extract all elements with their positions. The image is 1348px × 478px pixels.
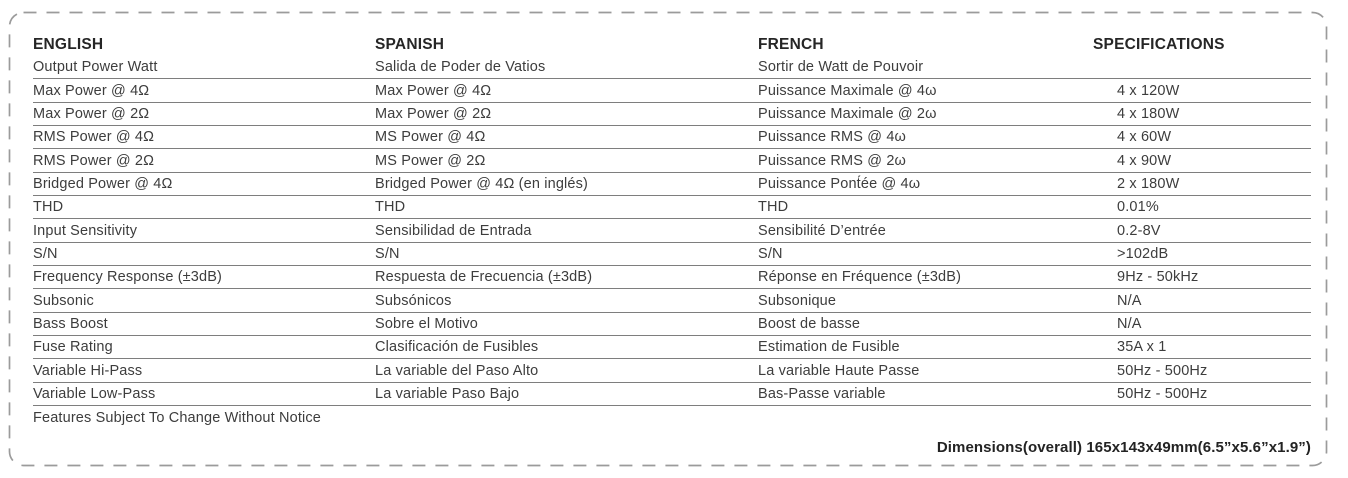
cell-french: Réponse en Fréquence (±3dB) — [758, 269, 962, 286]
cell-spanish: Sensibilidad de Entrada — [375, 222, 532, 239]
cell-spanish: Sobre el Motivo — [375, 315, 478, 332]
cell-spanish: Salida de Poder de Vatios — [375, 59, 546, 76]
cell-french: Puissance Maximale @ 4ω — [758, 82, 937, 99]
table-header-row: ENGLISH SPANISH FRENCH SPECIFICATIONS — [33, 37, 1311, 56]
cell-spanish: S/N — [375, 245, 400, 262]
cell-english: Input Sensitivity — [33, 222, 138, 239]
cell-french: Puissance Maximale @ 2ω — [758, 105, 937, 122]
table-body: Output Power Watt Salida de Poder de Vat… — [33, 56, 1311, 407]
cell-french: S/N — [758, 245, 783, 262]
cell-french: Boost de basse — [758, 315, 861, 332]
cell-spec-value: 0.2-8V — [1117, 222, 1161, 239]
table-row: Bridged Power @ 4Ω Bridged Power @ 4Ω (e… — [33, 173, 1311, 197]
header-french: FRENCH — [758, 36, 824, 53]
cell-spanish: MS Power @ 4Ω — [375, 129, 486, 146]
cell-spec-value: >102dB — [1117, 245, 1169, 262]
cell-french: Puissance RMS @ 4ω — [758, 129, 907, 146]
cell-french: Sensibilité D’entrée — [758, 222, 886, 239]
cell-french: Puissance Pont́ée @ 4ω — [758, 175, 921, 192]
cell-spanish: Bridged Power @ 4Ω (en inglés) — [375, 175, 589, 192]
header-specifications: SPECIFICATIONS — [1093, 36, 1225, 53]
cell-spec-value: N/A — [1117, 315, 1142, 332]
cell-english: Subsonic — [33, 292, 94, 309]
cell-english: Variable Low-Pass — [33, 385, 156, 402]
cell-spanish: Max Power @ 4Ω — [375, 82, 492, 99]
cell-spanish: Max Power @ 2Ω — [375, 105, 492, 122]
cell-english: Bass Boost — [33, 315, 108, 332]
cell-english: S/N — [33, 245, 58, 262]
cell-french: Estimation de Fusible — [758, 339, 900, 356]
table-row: RMS Power @ 2Ω MS Power @ 2Ω Puissance R… — [33, 149, 1311, 173]
cell-english: Fuse Rating — [33, 339, 113, 356]
cell-english: Max Power @ 2Ω — [33, 105, 150, 122]
table-row: Output Power Watt Salida de Poder de Vat… — [33, 56, 1311, 80]
cell-english: RMS Power @ 2Ω — [33, 152, 155, 169]
cell-english: RMS Power @ 4Ω — [33, 129, 155, 146]
cell-spanish: Respuesta de Frecuencia (±3dB) — [375, 269, 593, 286]
table-row: RMS Power @ 4Ω MS Power @ 4Ω Puissance R… — [33, 126, 1311, 150]
cell-english: Frequency Response (±3dB) — [33, 269, 223, 286]
cell-spec-value: 50Hz - 500Hz — [1117, 385, 1208, 402]
cell-french: La variable Haute Passe — [758, 362, 920, 379]
cell-spec-value: 50Hz - 500Hz — [1117, 362, 1208, 379]
cell-english: Max Power @ 4Ω — [33, 82, 150, 99]
table-row: Subsonic Subsónicos Subsonique N/A — [33, 289, 1311, 313]
table-row: S/N S/N S/N >102dB — [33, 243, 1311, 267]
cell-spanish: La variable del Paso Alto — [375, 362, 539, 379]
cell-english: THD — [33, 199, 64, 216]
cell-spec-value: 4 x 120W — [1117, 82, 1180, 99]
cell-spanish: Clasificación de Fusibles — [375, 339, 539, 356]
table-row: Variable Low-Pass La variable Paso Bajo … — [33, 383, 1311, 407]
notice-text: Features Subject To Change Without Notic… — [33, 410, 321, 427]
cell-spec-value: 2 x 180W — [1117, 175, 1180, 192]
cell-english: Output Power Watt — [33, 59, 158, 76]
cell-french: Subsonique — [758, 292, 837, 309]
dimensions-text: Dimensions(overall) 165x143x49mm(6.5”x5.… — [936, 439, 1311, 457]
table-row: Frequency Response (±3dB) Respuesta de F… — [33, 266, 1311, 290]
table-row: Input Sensitivity Sensibilidad de Entrad… — [33, 219, 1311, 243]
cell-spanish: Subsónicos — [375, 292, 452, 309]
cell-english: Bridged Power @ 4Ω — [33, 175, 173, 192]
cell-spec-value: 4 x 90W — [1117, 152, 1172, 169]
cell-spanish: La variable Paso Bajo — [375, 385, 520, 402]
cell-spec-value: N/A — [1117, 292, 1142, 309]
table-row: Max Power @ 2Ω Max Power @ 2Ω Puissance … — [33, 103, 1311, 127]
cell-french: Bas-Passe variable — [758, 385, 886, 402]
cell-spanish: MS Power @ 2Ω — [375, 152, 486, 169]
cell-french: THD — [758, 199, 789, 216]
cell-spec-value: 9Hz - 50kHz — [1117, 269, 1199, 286]
table-row: Fuse Rating Clasificación de Fusibles Es… — [33, 336, 1311, 360]
table-row: Max Power @ 4Ω Max Power @ 4Ω Puissance … — [33, 79, 1311, 103]
header-english: ENGLISH — [33, 36, 104, 53]
table-row: Variable Hi-Pass La variable del Paso Al… — [33, 359, 1311, 383]
cell-spec-value: 0.01% — [1117, 199, 1159, 216]
cell-french: Puissance RMS @ 2ω — [758, 152, 907, 169]
table-row: Bass Boost Sobre el Motivo Boost de bass… — [33, 313, 1311, 337]
cell-spec-value: 4 x 180W — [1117, 105, 1180, 122]
cell-french: Sortir de Watt de Pouvoir — [758, 59, 924, 76]
spec-table: ENGLISH SPANISH FRENCH SPECIFICATIONS Ou… — [33, 37, 1311, 456]
table-row: THD THD THD 0.01% — [33, 196, 1311, 220]
cell-english: Variable Hi-Pass — [33, 362, 143, 379]
cell-spanish: THD — [375, 199, 406, 216]
cell-spec-value: 4 x 60W — [1117, 129, 1172, 146]
header-spanish: SPANISH — [375, 36, 445, 53]
cell-spec-value: 35A x 1 — [1117, 339, 1167, 356]
